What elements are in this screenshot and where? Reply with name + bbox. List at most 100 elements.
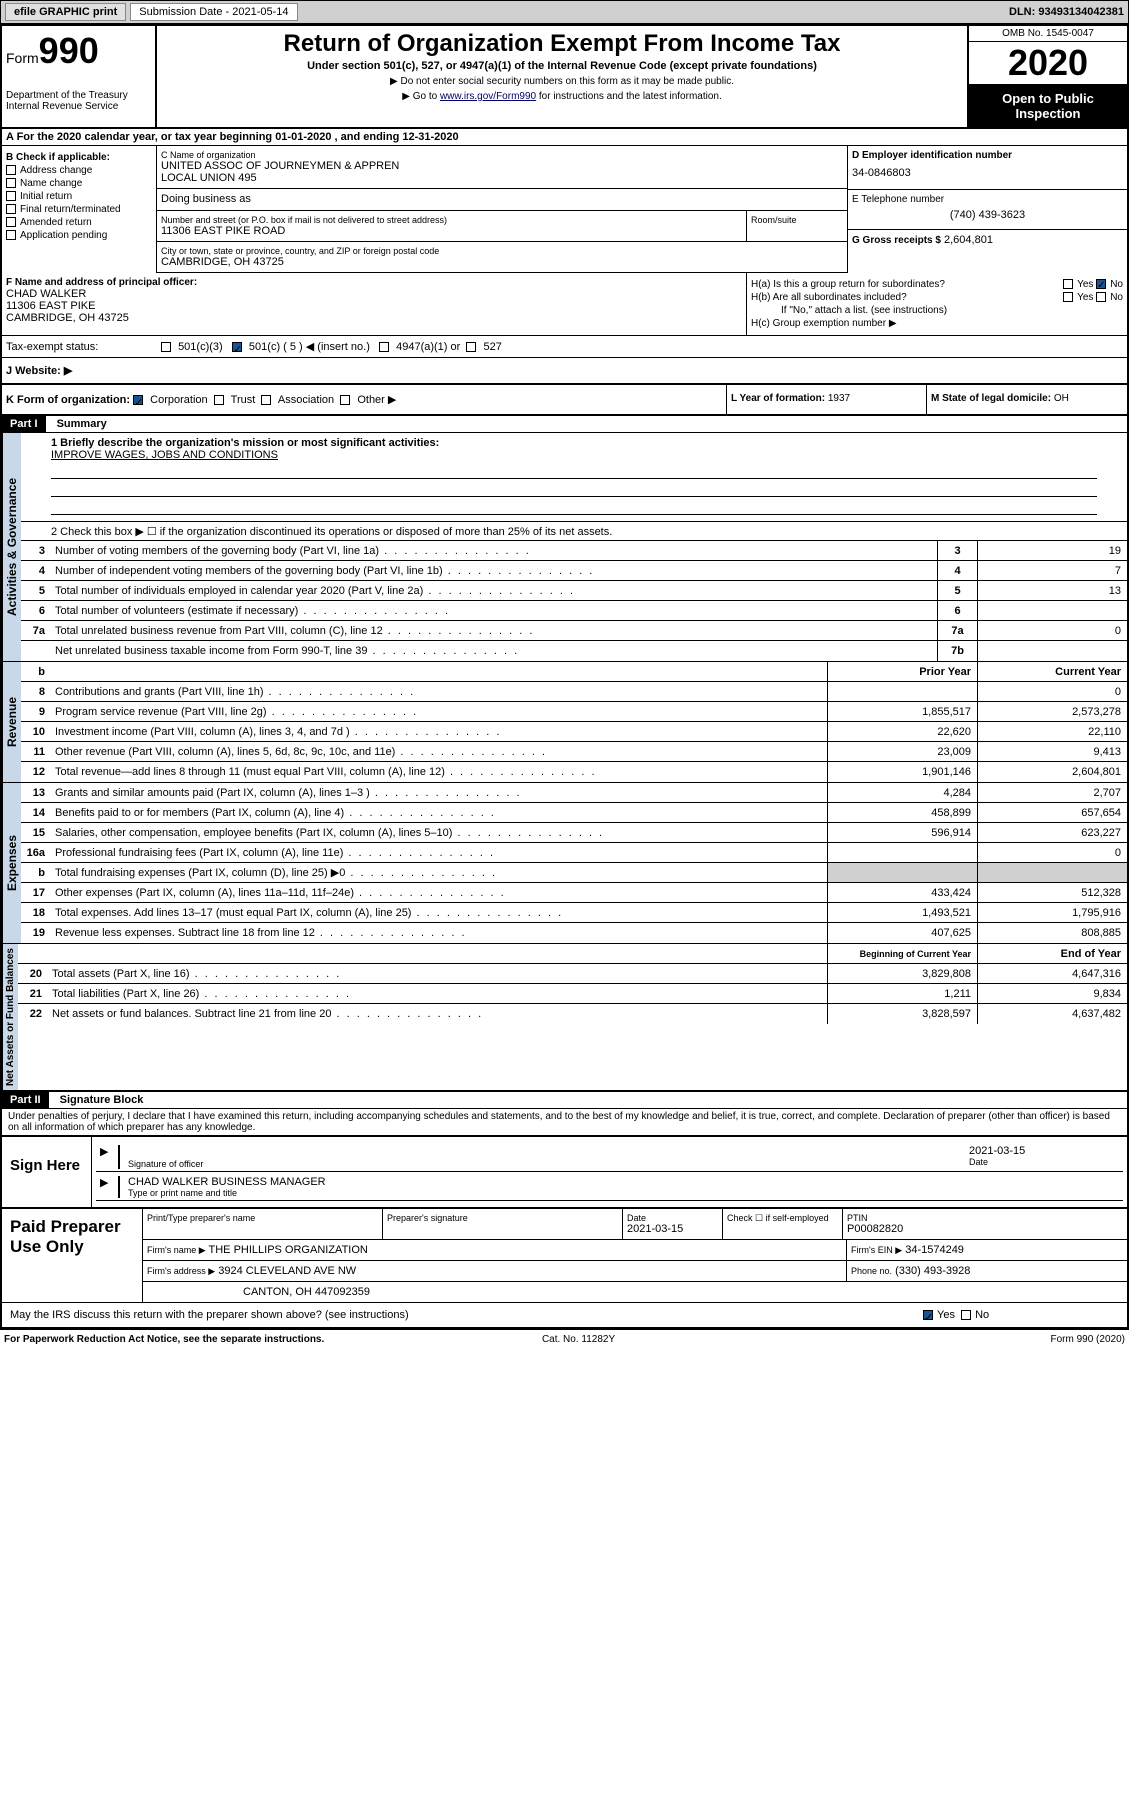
m-val: OH (1054, 393, 1069, 404)
prior-val: 407,625 (827, 923, 977, 943)
line-box: 7b (937, 641, 977, 661)
preparer-section: Paid Preparer Use Only Print/Type prepar… (2, 1207, 1127, 1302)
line-num: 22 (18, 1008, 48, 1020)
g-gross-lbl: G Gross receipts $ (852, 235, 941, 246)
hb-no[interactable] (1096, 292, 1106, 302)
discuss-no[interactable] (961, 1310, 971, 1320)
line-text: Benefits paid to or for members (Part IX… (51, 805, 827, 821)
chk-501c3[interactable] (161, 342, 171, 352)
hb-yes[interactable] (1063, 292, 1073, 302)
line-text: Total revenue—add lines 8 through 11 (mu… (51, 764, 827, 780)
chk-address[interactable]: Address change (6, 165, 152, 176)
ha-yes[interactable] (1063, 279, 1073, 289)
vert-netassets: Net Assets or Fund Balances (2, 944, 18, 1090)
expenses-section: Expenses 13 Grants and similar amounts p… (2, 783, 1127, 944)
chk-corp[interactable]: ✓ (133, 395, 143, 405)
irs-link[interactable]: www.irs.gov/Form990 (440, 91, 536, 102)
data-line: 13 Grants and similar amounts paid (Part… (21, 783, 1127, 803)
line-num: 15 (21, 827, 51, 839)
chk-amended-lbl: Amended return (20, 217, 92, 228)
l-val: 1937 (828, 393, 850, 404)
line-text: Net assets or fund balances. Subtract li… (48, 1006, 827, 1022)
discuss-row: May the IRS discuss this return with the… (2, 1302, 1127, 1327)
line2: 2 Check this box ▶ ☐ if the organization… (21, 521, 1127, 541)
current-val: 9,413 (977, 742, 1127, 761)
line-num: 6 (21, 605, 51, 617)
d-ein-lbl: D Employer identification number (852, 150, 1123, 161)
line-num: 5 (21, 585, 51, 597)
chk-other[interactable] (340, 395, 350, 405)
data-line: 11 Other revenue (Part VIII, column (A),… (21, 742, 1127, 762)
line-text: Net unrelated business taxable income fr… (51, 643, 937, 659)
j-lbl: J Website: ▶ (6, 364, 106, 377)
data-line: 12 Total revenue—add lines 8 through 11 … (21, 762, 1127, 782)
chk-4947[interactable] (379, 342, 389, 352)
chk-501c[interactable]: ✓ (232, 342, 242, 352)
line-box: 5 (937, 581, 977, 600)
sig-date-lbl: Date (969, 1157, 1119, 1167)
current-val: 657,654 (977, 803, 1127, 822)
cat-no: Cat. No. 11282Y (542, 1334, 615, 1345)
hb-lbl: H(b) Are all subordinates included? (751, 292, 907, 303)
org-address: 11306 EAST PIKE ROAD (161, 225, 742, 237)
current-val: 808,885 (977, 923, 1127, 943)
chk-assoc[interactable] (261, 395, 271, 405)
note-link: ▶ Go to www.irs.gov/Form990 for instruct… (165, 91, 959, 102)
data-line: 15 Salaries, other compensation, employe… (21, 823, 1127, 843)
blank-line (51, 463, 1097, 479)
current-val: 4,637,482 (977, 1004, 1127, 1024)
line-text: Total assets (Part X, line 16) (48, 966, 827, 982)
e-phone-lbl: E Telephone number (852, 194, 1123, 205)
sig-officer-lbl: Signature of officer (128, 1159, 969, 1169)
line-text: Contributions and grants (Part VIII, lin… (51, 684, 827, 700)
form-footer: For Paperwork Reduction Act Notice, see … (0, 1329, 1129, 1349)
form-version: Form 990 (2020) (1050, 1334, 1124, 1345)
chk-527[interactable] (466, 342, 476, 352)
efile-btn[interactable]: efile GRAPHIC print (5, 3, 126, 21)
data-line: 16a Professional fundraising fees (Part … (21, 843, 1127, 863)
prior-val: 1,901,146 (827, 762, 977, 782)
paid-preparer-label: Paid Preparer Use Only (2, 1209, 142, 1302)
line-num: 19 (21, 927, 51, 939)
form-number: Form990 (6, 30, 151, 72)
line-text: Total fundraising expenses (Part IX, col… (51, 864, 827, 881)
officer-print-name: CHAD WALKER BUSINESS MANAGER (128, 1176, 1119, 1188)
chk-final[interactable]: Final return/terminated (6, 204, 152, 215)
current-year-hdr: Current Year (977, 662, 1127, 681)
top-bar: efile GRAPHIC print Submission Date - 20… (0, 0, 1129, 24)
l-box: L Year of formation: 1937 (727, 385, 927, 414)
ptin-val: P00082820 (847, 1223, 1123, 1235)
chk-pending[interactable]: Application pending (6, 230, 152, 241)
blank-line (51, 499, 1097, 515)
line-text: Revenue less expenses. Subtract line 18 … (51, 925, 827, 941)
officer-addr2: CAMBRIDGE, OH 43725 (6, 312, 742, 324)
mission-text: IMPROVE WAGES, JOBS AND CONDITIONS (51, 449, 1097, 461)
public-inspection: Open to Public Inspection (969, 85, 1127, 127)
line-box: 6 (937, 601, 977, 620)
b-marker: b (21, 666, 51, 678)
chk-trust[interactable] (214, 395, 224, 405)
current-val: 22,110 (977, 722, 1127, 741)
vert-revenue: Revenue (2, 662, 21, 782)
chk-initial[interactable]: Initial return (6, 191, 152, 202)
prior-year-hdr: Prior Year (827, 662, 977, 681)
line1-lbl: 1 Briefly describe the organization's mi… (51, 437, 1097, 449)
note-ssn: ▶ Do not enter social security numbers o… (165, 76, 959, 87)
line-text: Total unrelated business revenue from Pa… (51, 623, 937, 639)
chk-amended[interactable]: Amended return (6, 217, 152, 228)
dln: DLN: 93493134042381 (1009, 6, 1124, 18)
org-city: CAMBRIDGE, OH 43725 (161, 256, 843, 268)
note2-post: for instructions and the latest informat… (536, 91, 722, 102)
col-d: D Employer identification number 34-0846… (847, 146, 1127, 273)
gross-value: 2,604,801 (944, 234, 993, 246)
activities-governance: Activities & Governance 1 Briefly descri… (2, 433, 1127, 662)
current-val: 623,227 (977, 823, 1127, 842)
chk-name[interactable]: Name change (6, 178, 152, 189)
firm-ein: 34-1574249 (905, 1244, 964, 1256)
part1-header: Part I Summary (2, 416, 1127, 433)
prior-val: 596,914 (827, 823, 977, 842)
discuss-yes[interactable]: ✓ (923, 1310, 933, 1320)
opt-501c3: 501(c)(3) (178, 341, 223, 353)
line-text: Total expenses. Add lines 13–17 (must eq… (51, 905, 827, 921)
ha-no[interactable]: ✓ (1096, 279, 1106, 289)
